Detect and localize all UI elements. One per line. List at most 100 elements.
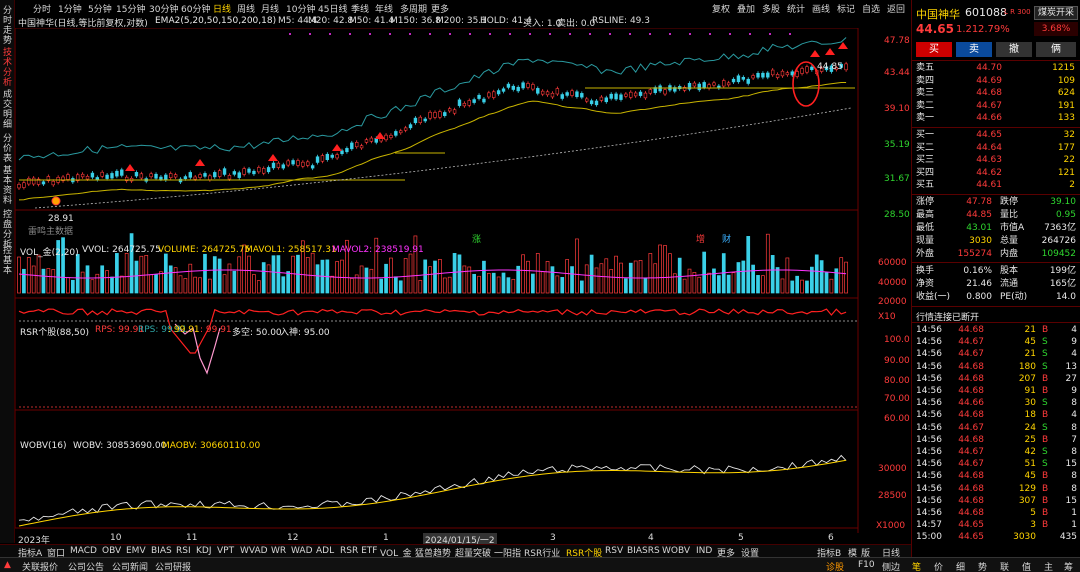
tool-watchlist[interactable]: 自选 (862, 5, 881, 15)
tick-row[interactable]: 14:56 44.68 18 B 4 (912, 410, 1080, 421)
sell-button[interactable]: 卖 (956, 42, 992, 57)
period-1min[interactable]: 1分钟 (58, 5, 82, 15)
stats2-row[interactable]: 收益(一) 0.800 PE(动) 14.0 (912, 292, 1080, 303)
tool-draw[interactable]: 画线 (812, 5, 831, 15)
tool-mark[interactable]: 标记 (837, 5, 856, 15)
tick-row[interactable]: 14:56 44.68 180 S 13 (912, 362, 1080, 373)
tick-row[interactable]: 14:56 44.68 25 B 7 (912, 435, 1080, 446)
status-right-2[interactable]: 侧边 (882, 563, 901, 572)
ind-tab-19[interactable]: RSR个股 (566, 549, 603, 559)
ind-tab-14[interactable]: VOL_金 (380, 549, 412, 559)
period-monthly[interactable]: 月线 (261, 5, 280, 15)
period-more[interactable]: 更多 (431, 5, 450, 15)
cancel-button[interactable]: 撤 (996, 42, 1032, 57)
status-expand-icon[interactable]: ▲ (4, 560, 11, 570)
tool-overlay[interactable]: 叠加 (737, 5, 756, 15)
period-10min[interactable]: 10分钟 (286, 5, 316, 15)
liang-button[interactable]: 俩 (1036, 42, 1076, 57)
ind-tab-9[interactable]: WVAD (240, 546, 268, 556)
ind-right-1[interactable]: 模 (848, 549, 858, 559)
period-30min[interactable]: 30分钟 (149, 5, 179, 15)
status-right-1[interactable]: F10 (858, 560, 875, 570)
tool-back[interactable]: 返回 (887, 5, 906, 15)
tab-control-basic[interactable]: 控基本 (2, 246, 12, 276)
ind-tab-7[interactable]: KDJ (196, 546, 212, 556)
period-weekly[interactable]: 周线 (237, 5, 256, 15)
bottom-tab-3[interactable]: 势 (978, 563, 988, 572)
ind-tab-0[interactable]: 指标A (18, 549, 43, 559)
ind-tab-16[interactable]: 超量突破 (455, 549, 492, 559)
ind-tab-22[interactable]: WOBV (662, 546, 691, 556)
bottom-tab-7[interactable]: 筹 (1064, 563, 1074, 572)
period-15min[interactable]: 15分钟 (116, 5, 146, 15)
sell-order-row[interactable]: 卖四 44.69 109 (912, 76, 1080, 87)
tab-control-analysis[interactable]: 控盘分析 (2, 210, 12, 250)
tick-row[interactable]: 14:56 44.67 21 S 4 (912, 349, 1080, 360)
status-item-0[interactable]: 关联报价 (22, 563, 59, 572)
status-item-1[interactable]: 公司公告 (68, 563, 105, 572)
tick-row[interactable]: 14:56 44.67 51 S 15 (912, 459, 1080, 470)
ind-tab-4[interactable]: EMV (126, 546, 146, 556)
tick-row[interactable]: 14:56 44.66 30 S 8 (912, 398, 1080, 409)
sell-order-row[interactable]: 卖五 44.70 1215 (912, 63, 1080, 74)
ind-tab-21[interactable]: BIASRS (627, 546, 660, 556)
stats2-row[interactable]: 净资 21.46 流通 165亿 (912, 279, 1080, 290)
tick-row[interactable]: 14:56 44.68 307 B 15 (912, 496, 1080, 507)
tick-row[interactable]: 14:56 44.67 24 S 8 (912, 423, 1080, 434)
tick-row[interactable]: 14:57 44.65 3 B 1 (912, 520, 1080, 531)
ind-tab-8[interactable]: VPT (217, 546, 235, 556)
ind-right-0[interactable]: 指标B (817, 549, 842, 559)
bottom-tab-5[interactable]: 值 (1022, 563, 1032, 572)
ind-right-2[interactable]: 版 (861, 549, 871, 559)
ind-right-3[interactable]: 日线 (882, 549, 901, 559)
ind-tab-17[interactable]: 一阳指 (494, 549, 522, 559)
buy-order-row[interactable]: 买四 44.62 121 (912, 168, 1080, 179)
tool-multi-stock[interactable]: 多股 (762, 5, 781, 15)
period-5min[interactable]: 5分钟 (88, 5, 112, 15)
tab-technical-analysis[interactable]: 技术分析 (2, 48, 12, 88)
stats-row[interactable]: 最高 44.85 量比 0.95 (912, 210, 1080, 221)
period-multi[interactable]: 多周期 (400, 5, 428, 15)
stats-row[interactable]: 涨停 47.78 跌停 39.10 (912, 197, 1080, 208)
stats-row[interactable]: 最低 43.01 市值A 7363亿 (912, 223, 1080, 234)
bottom-tab-0[interactable]: 笔 (912, 563, 922, 572)
tab-time-sharing[interactable]: 分时走势 (2, 6, 12, 46)
ind-tab-1[interactable]: 窗口 (47, 549, 66, 559)
ind-tab-6[interactable]: RSI (176, 546, 191, 556)
ind-tab-20[interactable]: RSV (605, 546, 624, 556)
chart-area[interactable] (15, 28, 911, 542)
ind-tab-11[interactable]: WAD (291, 546, 313, 556)
period-quarter[interactable]: 季线 (351, 5, 370, 15)
status-right-0[interactable]: 诊股 (826, 563, 845, 572)
bottom-tab-2[interactable]: 细 (956, 563, 966, 572)
period-daily[interactable]: 日线 (213, 5, 232, 15)
tick-row[interactable]: 14:56 44.68 45 B 8 (912, 471, 1080, 482)
tick-row[interactable]: 14:56 44.68 129 B 8 (912, 484, 1080, 495)
tick-row[interactable]: 14:56 44.68 91 B 9 (912, 386, 1080, 397)
tab-basic-info[interactable]: 基本资料 (2, 166, 12, 206)
ind-tab-10[interactable]: WR (271, 546, 287, 556)
buy-order-row[interactable]: 买三 44.63 22 (912, 155, 1080, 166)
sell-order-row[interactable]: 卖一 44.66 133 (912, 113, 1080, 124)
ind-tab-15[interactable]: 猛兽趋势 (415, 549, 452, 559)
ind-tab-5[interactable]: BIAS (151, 546, 172, 556)
stats2-row[interactable]: 换手 0.16% 股本 199亿 (912, 266, 1080, 277)
tick-row[interactable]: 14:56 44.67 45 S 9 (912, 337, 1080, 348)
tick-row[interactable]: 14:56 44.67 42 S 8 (912, 447, 1080, 458)
ind-tab-23[interactable]: IND (696, 546, 713, 556)
bottom-tab-4[interactable]: 联 (1000, 563, 1010, 572)
stats-row[interactable]: 现量 3030 总量 264726 (912, 236, 1080, 247)
sell-order-row[interactable]: 卖二 44.67 191 (912, 101, 1080, 112)
period-yearly[interactable]: 年线 (375, 5, 394, 15)
buy-order-row[interactable]: 买一 44.65 32 (912, 130, 1080, 141)
tick-row[interactable]: 14:56 44.68 21 B 4 (912, 325, 1080, 336)
status-item-3[interactable]: 公司研报 (155, 563, 192, 572)
tick-row[interactable]: 14:56 44.68 5 B 1 (912, 508, 1080, 519)
ind-tab-13[interactable]: RSR ETF (340, 546, 378, 556)
tick-row[interactable]: 15:00 44.65 3030 435 (912, 532, 1080, 543)
ind-tab-2[interactable]: MACD (70, 546, 97, 556)
buy-button[interactable]: 买 (916, 42, 952, 57)
ind-tab-12[interactable]: ADL (316, 546, 335, 556)
tool-fuquan[interactable]: 复权 (712, 5, 731, 15)
stats-row[interactable]: 外盘 155274 内盘 109452 (912, 249, 1080, 260)
